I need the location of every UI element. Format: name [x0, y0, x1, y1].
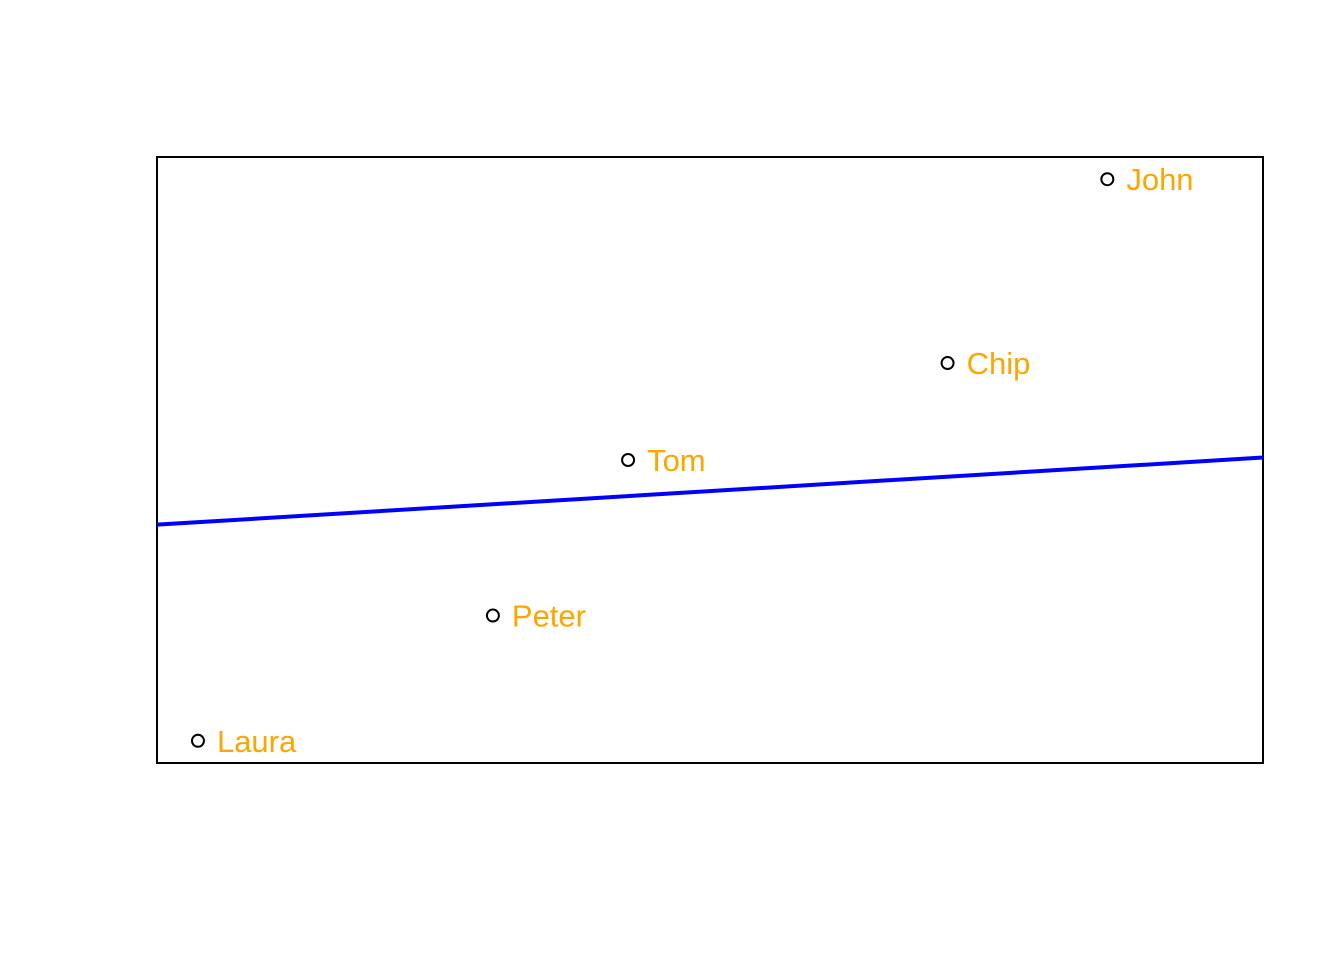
point-label-laura: Laura: [217, 724, 297, 759]
data-point-peter: [485, 608, 500, 623]
point-label-tom: Tom: [647, 443, 706, 478]
data-point-laura: [190, 733, 205, 748]
data-point-tom: [621, 453, 636, 467]
point-label-chip: Chip: [967, 346, 1031, 381]
data-point-chip: [940, 356, 955, 371]
data-point-john: [1100, 172, 1115, 187]
point-label-john: John: [1126, 162, 1193, 197]
points-layer: Laura Peter Tom Chip John: [190, 162, 1194, 759]
plot-frame: [156, 156, 1264, 764]
point-label-peter: Peter: [512, 599, 586, 634]
regression-line: [156, 455, 1264, 527]
